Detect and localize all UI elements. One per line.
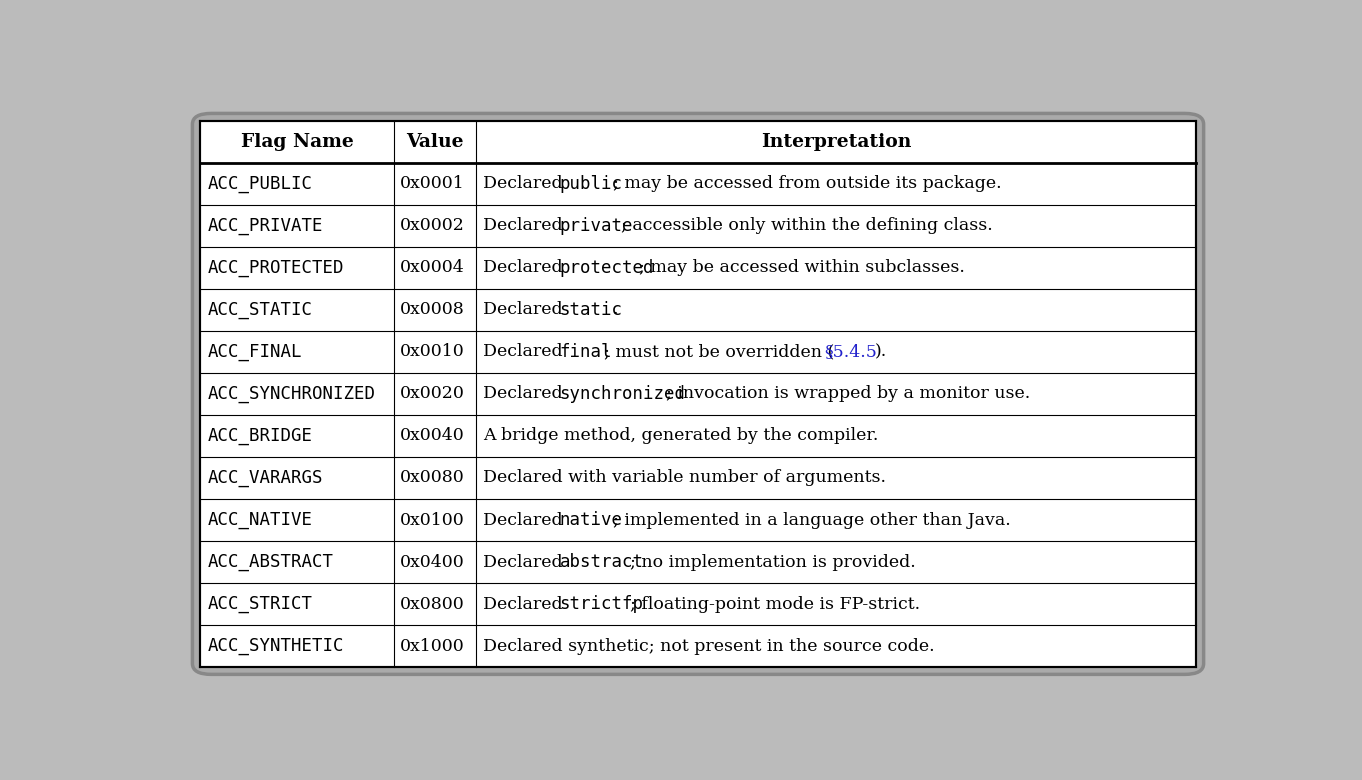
Text: Declared: Declared <box>484 259 568 276</box>
Text: ACC_NATIVE: ACC_NATIVE <box>207 511 312 529</box>
Text: final: final <box>560 343 612 361</box>
Text: Declared with variable number of arguments.: Declared with variable number of argumen… <box>484 470 887 487</box>
Text: ACC_BRIDGE: ACC_BRIDGE <box>207 427 312 445</box>
Text: ACC_FINAL: ACC_FINAL <box>207 343 302 361</box>
Text: public: public <box>560 175 622 193</box>
Text: ; invocation is wrapped by a monitor use.: ; invocation is wrapped by a monitor use… <box>666 385 1030 402</box>
Text: 0x0040: 0x0040 <box>399 427 464 445</box>
Text: ACC_SYNTHETIC: ACC_SYNTHETIC <box>207 637 343 655</box>
Text: .: . <box>613 301 618 318</box>
Text: Declared: Declared <box>484 512 568 529</box>
Text: Declared: Declared <box>484 554 568 570</box>
Text: native: native <box>560 511 622 529</box>
Text: ; no implementation is provided.: ; no implementation is provided. <box>631 554 917 570</box>
Text: ACC_STATIC: ACC_STATIC <box>207 301 312 319</box>
Text: 0x0008: 0x0008 <box>399 301 464 318</box>
Text: ACC_VARARGS: ACC_VARARGS <box>207 469 323 487</box>
Text: strictfp: strictfp <box>560 595 643 613</box>
Text: Declared: Declared <box>484 596 568 612</box>
Text: ; floating-point mode is FP-strict.: ; floating-point mode is FP-strict. <box>631 596 921 612</box>
Text: Declared: Declared <box>484 301 568 318</box>
Text: 0x0100: 0x0100 <box>399 512 464 529</box>
Text: abstract: abstract <box>560 553 643 571</box>
Text: 0x0400: 0x0400 <box>399 554 464 570</box>
Text: ; must not be overridden (: ; must not be overridden ( <box>603 343 834 360</box>
Text: ACC_STRICT: ACC_STRICT <box>207 595 312 613</box>
Text: 0x0010: 0x0010 <box>399 343 464 360</box>
Text: Declared: Declared <box>484 218 568 234</box>
Text: 0x0020: 0x0020 <box>399 385 464 402</box>
Text: Declared: Declared <box>484 385 568 402</box>
Text: Value: Value <box>406 133 463 151</box>
Text: 0x0080: 0x0080 <box>399 470 464 487</box>
Text: ACC_ABSTRACT: ACC_ABSTRACT <box>207 553 334 571</box>
Text: ; may be accessed from outside its package.: ; may be accessed from outside its packa… <box>613 176 1001 192</box>
Text: 0x0004: 0x0004 <box>399 259 464 276</box>
Text: Declared synthetic; not present in the source code.: Declared synthetic; not present in the s… <box>484 638 934 654</box>
Text: ; accessible only within the defining class.: ; accessible only within the defining cl… <box>621 218 993 234</box>
Text: Declared: Declared <box>484 343 568 360</box>
Text: private: private <box>560 217 633 235</box>
Text: 0x0800: 0x0800 <box>399 596 464 612</box>
Text: ACC_PRIVATE: ACC_PRIVATE <box>207 217 323 235</box>
Text: ).: ). <box>876 343 888 360</box>
Text: Interpretation: Interpretation <box>761 133 911 151</box>
Text: ACC_SYNCHRONIZED: ACC_SYNCHRONIZED <box>207 385 375 403</box>
FancyBboxPatch shape <box>200 121 1196 667</box>
Text: ; implemented in a language other than Java.: ; implemented in a language other than J… <box>613 512 1011 529</box>
Text: A bridge method, generated by the compiler.: A bridge method, generated by the compil… <box>484 427 878 445</box>
Text: 0x0002: 0x0002 <box>399 218 464 234</box>
Text: synchronized: synchronized <box>560 385 685 403</box>
Text: 0x0001: 0x0001 <box>399 176 464 192</box>
Text: Declared: Declared <box>484 176 568 192</box>
FancyBboxPatch shape <box>192 113 1204 675</box>
Text: protected: protected <box>560 259 654 277</box>
Text: 0x1000: 0x1000 <box>399 638 464 654</box>
Text: ; may be accessed within subclasses.: ; may be accessed within subclasses. <box>639 259 964 276</box>
Text: ACC_PROTECTED: ACC_PROTECTED <box>207 259 343 277</box>
Text: §5.4.5: §5.4.5 <box>824 343 877 360</box>
Text: Flag Name: Flag Name <box>241 133 353 151</box>
Text: static: static <box>560 301 622 319</box>
Text: ACC_PUBLIC: ACC_PUBLIC <box>207 175 312 193</box>
